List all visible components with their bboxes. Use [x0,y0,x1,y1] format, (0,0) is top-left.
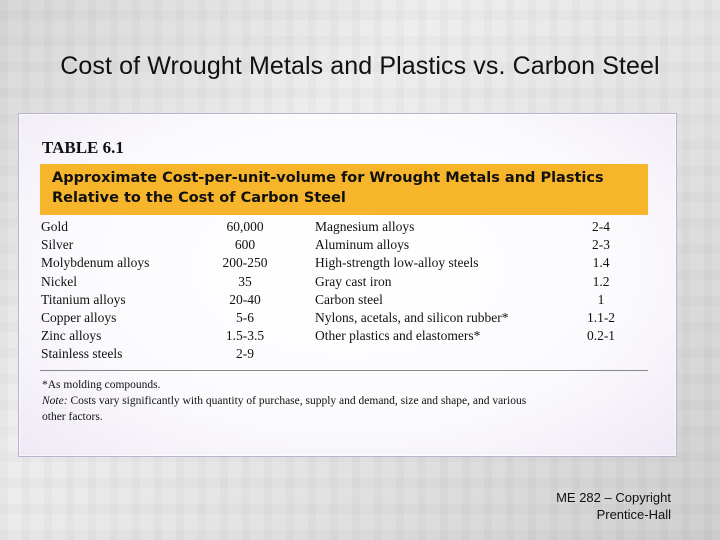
copyright-footer: ME 282 – Copyright Prentice-Hall [556,489,671,523]
table-row: Silver 600 Aluminum alloys 2-3 [40,236,648,254]
note-label: Note: [42,395,68,407]
table-number-label: TABLE 6.1 [42,138,124,157]
footnote: *As molding compounds. [42,379,161,391]
relative-cost: 200-250 [222,255,268,271]
table-row: Molybdenum alloys 200-250 High-strength … [40,254,648,272]
relative-cost: 20-40 [229,291,261,307]
relative-cost: 2-9 [236,346,254,362]
material-name: Nickel [41,273,77,289]
material-name: Gold [41,219,68,234]
table-row: Copper alloys 5-6 Nylons, acetals, and s… [40,309,648,327]
slide-title: Cost of Wrought Metals and Plastics vs. … [60,52,660,80]
relative-cost: 1.4 [592,255,610,271]
relative-cost: 5-6 [236,309,254,325]
material-name: Other plastics and elastomers* [315,328,481,344]
table-caption-line-1: Approximate Cost-per-unit-volume for Wro… [52,170,604,186]
table-row: Titanium alloys 20-40 Carbon steel 1 [40,291,648,309]
material-name: Nylons, acetals, and silicon rubber* [315,309,509,325]
table-bottom-rule [40,370,648,371]
table-notes: *As molding compounds. Note: Costs vary … [42,377,632,425]
material-name: Titanium alloys [41,291,126,307]
relative-cost: 60,000 [226,219,264,234]
material-name: Copper alloys [41,309,117,325]
material-name: Stainless steels [41,346,123,362]
material-name: Carbon steel [315,291,383,307]
relative-cost: 1.5-3.5 [225,328,265,344]
relative-cost: 35 [238,273,252,289]
table-caption: Approximate Cost-per-unit-volume for Wro… [40,164,648,215]
table-row: Gold 60,000 Magnesium alloys 2-4 [40,218,648,236]
relative-cost: 2-4 [592,219,610,234]
material-name: Magnesium alloys [315,219,415,234]
table-caption-line-2: Relative to the Cost of Carbon Steel [52,190,346,206]
note-line-1: Note: Costs vary significantly with quan… [42,393,632,409]
table-row: Stainless steels 2-9 [40,345,648,363]
table-row: Zinc alloys 1.5-3.5 Other plastics and e… [40,327,648,345]
relative-cost: 1.2 [592,273,610,289]
note-line-2: other factors. [42,411,103,423]
relative-cost: 0.2-1 [586,328,616,344]
footer-line-2: Prentice-Hall [596,507,671,522]
table-row: Nickel 35 Gray cast iron 1.2 [40,273,648,291]
cost-table: Gold 60,000 Magnesium alloys 2-4 Silver … [40,218,648,364]
relative-cost: 600 [234,237,256,253]
material-name: Aluminum alloys [315,237,410,253]
material-name: Zinc alloys [41,328,102,344]
material-name: High-strength low-alloy steels [315,255,479,271]
note-text: Costs vary significantly with quantity o… [70,395,527,407]
relative-cost: 1.1-2 [586,309,616,325]
footer-line-1: ME 282 – Copyright [556,490,671,505]
material-name: Molybdenum alloys [41,255,150,271]
relative-cost: 2-3 [592,237,610,253]
material-name: Gray cast iron [315,273,392,289]
relative-cost: 1 [597,291,605,307]
material-name: Silver [41,237,74,253]
